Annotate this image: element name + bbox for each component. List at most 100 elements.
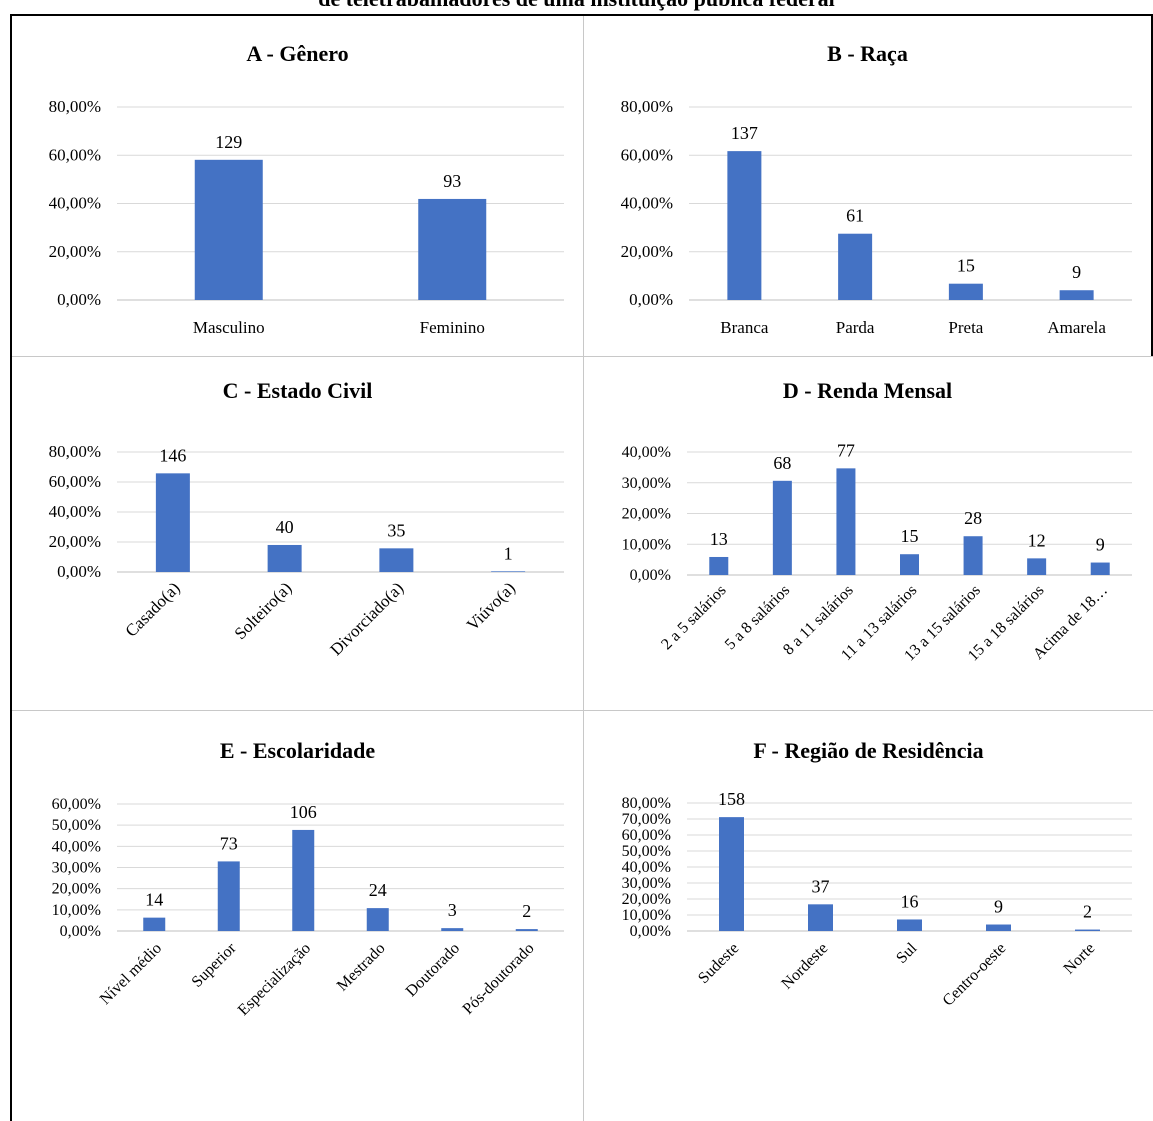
data-label: 2	[1083, 902, 1092, 922]
x-category-label: Nível médio	[97, 940, 165, 1008]
bar	[379, 548, 414, 572]
row-separator-2	[12, 710, 584, 711]
data-label: 61	[846, 206, 864, 226]
x-category-label: 5 a 8 salários	[722, 582, 793, 653]
data-label: 93	[443, 171, 461, 191]
y-tick-label: 80,00%	[621, 97, 673, 116]
bar	[418, 198, 487, 300]
bar	[194, 159, 263, 300]
data-label: 40	[276, 517, 294, 537]
bar	[1075, 929, 1100, 931]
chart-region-title: F - Região de Residência	[753, 738, 983, 763]
x-category-label: Branca	[720, 318, 769, 337]
data-label: 9	[1096, 535, 1105, 555]
x-category-label: Amarela	[1047, 318, 1106, 337]
chart-education-title: E - Escolaridade	[220, 738, 375, 763]
x-category-label: Sudeste	[695, 940, 742, 987]
chart-race-svg: B - Raça 0,00% 20,00% 40,00% 60,00% 80,00% 137…	[621, 41, 1132, 337]
bar	[217, 861, 240, 931]
y-tick-label: 40,00%	[621, 194, 673, 213]
y-tick-label: 20,00%	[52, 881, 101, 898]
y-tick-label: 80,00%	[49, 442, 101, 461]
x-category-label: Especialização	[235, 940, 314, 1019]
chart-race-title: B - Raça	[827, 41, 908, 66]
chart-panel-region: F - Região de Residência 0,00% 10,00% 20,00…	[584, 711, 1153, 1121]
chart-income-svg: D - Renda Mensal 0,00% 10,00% 20,00% 30,00% 4…	[622, 378, 1132, 665]
chart-panel-race: B - Raça 0,00% 20,00% 40,00% 60,00% 80,00% 137…	[584, 16, 1151, 356]
data-label: 3	[448, 900, 457, 920]
data-label: 15	[957, 256, 975, 276]
chart-panel-gender: A - Gênero 0,00% 20,00% 40,00% 60,00% 80,00% 1…	[12, 16, 583, 356]
x-category-label: Pós-doutorado	[460, 940, 538, 1018]
y-tick-label: 0,00%	[60, 923, 101, 940]
y-tick-label: 30,00%	[52, 860, 101, 877]
bar	[963, 536, 983, 575]
data-label: 24	[369, 880, 387, 900]
x-category-label: Feminino	[420, 318, 485, 337]
bar	[986, 924, 1011, 931]
chart-panel-income: D - Renda Mensal 0,00% 10,00% 20,00% 30,00% 4…	[584, 357, 1151, 710]
x-category-label: Casado(a)	[122, 578, 184, 640]
data-label: 9	[1072, 262, 1081, 282]
y-tick-label: 60,00%	[52, 796, 101, 813]
data-label: 37	[812, 876, 830, 896]
bar	[719, 817, 744, 931]
bar	[948, 283, 983, 300]
y-tick-label: 10,00%	[622, 536, 671, 553]
bar	[709, 556, 729, 575]
y-tick-label: 10,00%	[622, 907, 671, 924]
bar	[808, 904, 833, 931]
y-tick-label: 40,00%	[49, 502, 101, 521]
chart-marital-status-svg: C - Estado Civil 0,00% 20,00% 40,00% 60,00% 8…	[49, 378, 564, 659]
y-tick-label: 80,00%	[49, 97, 101, 116]
y-tick-label: 20,00%	[49, 242, 101, 261]
bar	[491, 571, 526, 572]
column-separator	[583, 16, 584, 1121]
chart-income-title: D - Renda Mensal	[783, 378, 952, 403]
chart-gender-svg: A - Gênero 0,00% 20,00% 40,00% 60,00% 80,00% 1…	[49, 41, 564, 337]
data-label: 15	[901, 526, 919, 546]
y-tick-label: 50,00%	[52, 817, 101, 834]
y-tick-label: 50,00%	[622, 843, 671, 860]
y-tick-label: 0,00%	[630, 567, 671, 584]
data-label: 146	[159, 445, 186, 465]
row-separator-1	[12, 356, 1153, 357]
y-tick-label: 80,00%	[622, 795, 671, 812]
x-category-label: Norte	[1061, 940, 1099, 978]
data-label: 35	[387, 520, 405, 540]
data-label: 14	[145, 890, 163, 910]
chart-region-svg: F - Região de Residência 0,00%10,00%20,00…	[622, 738, 1132, 1010]
bar	[155, 473, 190, 572]
bar	[900, 554, 919, 575]
bar	[838, 233, 873, 300]
data-label: 2	[522, 901, 531, 921]
x-category-label: Divorciado(a)	[326, 578, 407, 659]
data-label: 106	[290, 802, 317, 822]
chart-marital-status-title: C - Estado Civil	[223, 378, 373, 403]
y-tick-label: 0,00%	[57, 562, 101, 581]
bar	[727, 151, 762, 300]
bar	[267, 544, 302, 572]
y-tick-label: 40,00%	[52, 838, 101, 855]
chart-panel-education: E - Escolaridade 0,00% 10,00% 20,00% 30,00% 4…	[12, 711, 583, 1121]
x-category-label: Centro-oeste	[940, 940, 1010, 1010]
data-label: 137	[731, 123, 758, 143]
bar	[1090, 562, 1110, 575]
x-category-label: Mestrado	[334, 940, 389, 995]
y-tick-label: 60,00%	[49, 145, 101, 164]
x-category-label: Superior	[189, 939, 240, 990]
x-category-label: Preta	[948, 318, 983, 337]
bar	[836, 468, 856, 575]
bar	[366, 908, 389, 931]
data-label: 68	[773, 453, 791, 473]
x-category-label: Masculino	[193, 318, 265, 337]
y-tick-label: 0,00%	[629, 290, 673, 309]
y-tick-label: 20,00%	[621, 242, 673, 261]
bar	[292, 829, 315, 931]
chart-panel-marital-status: C - Estado Civil 0,00% 20,00% 40,00% 60,00% 8…	[12, 357, 583, 710]
data-label: 158	[718, 789, 745, 809]
bar	[143, 917, 166, 931]
figure-caption: de teletrabalhadores de uma instituição …	[0, 0, 1153, 12]
data-label: 129	[215, 132, 242, 152]
y-tick-label: 20,00%	[622, 506, 671, 523]
